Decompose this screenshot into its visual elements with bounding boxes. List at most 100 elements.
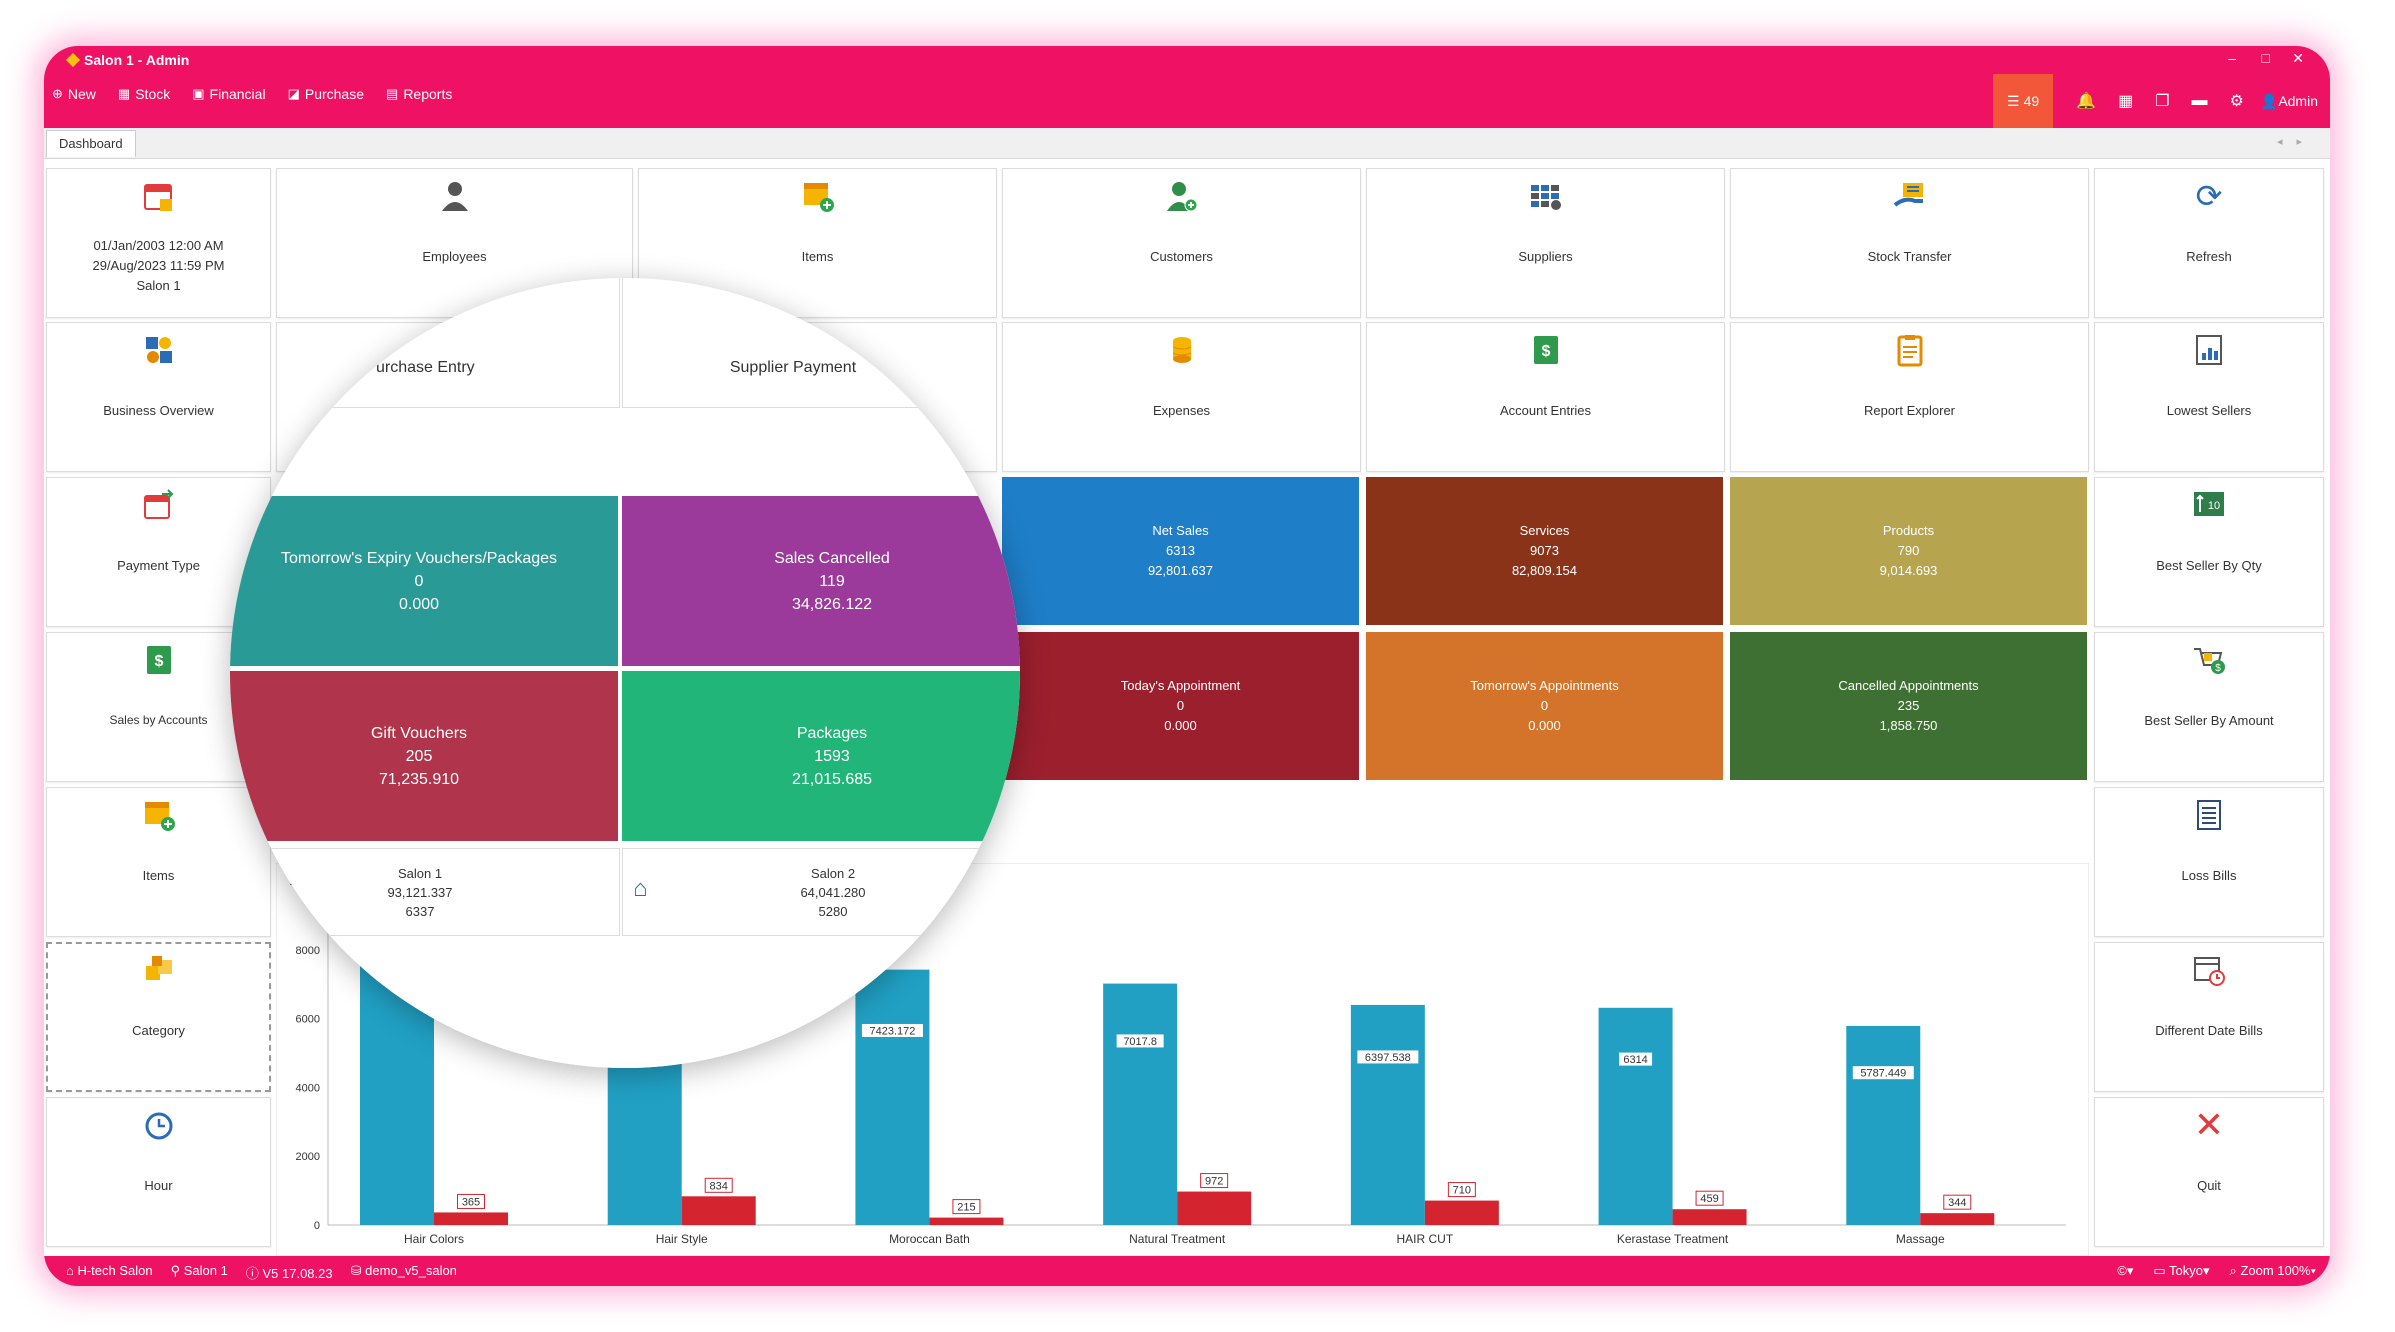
- packages-tile[interactable]: Packages 1593 21,015.685: [622, 671, 1020, 841]
- currency-selector[interactable]: ©▾: [2117, 1263, 2133, 1279]
- stat-label: Packages: [796, 724, 868, 742]
- net-sales-tile[interactable]: Net Sales 6313 92,801.637: [1002, 477, 1359, 625]
- status-version: ⓘ V5 17.08.23: [245, 1266, 333, 1281]
- account-entries-tile[interactable]: $ Account Entries: [1366, 322, 1725, 472]
- stat-count: 9073: [1530, 543, 1559, 558]
- lowest-sellers-tile[interactable]: Lowest Sellers: [2094, 322, 2324, 472]
- customers-tile[interactable]: Customers: [1002, 168, 1361, 318]
- stat-count: 0: [1540, 698, 1549, 713]
- different-date-bills-tile[interactable]: Different Date Bills: [2094, 942, 2324, 1092]
- top-right-toolbar: ☰ 49 🔔 ▦ ❐ ▬ ⚙ 👤Admin: [1993, 74, 2330, 128]
- services-tile[interactable]: Services 9073 82,809.154: [1366, 477, 1723, 625]
- loss-bills-tile[interactable]: Loss Bills: [2094, 787, 2324, 937]
- quit-tile[interactable]: ✕ Quit: [2094, 1097, 2324, 1247]
- calendar-icon: [142, 179, 176, 213]
- stat-label: Tomorrow's Appointments: [1470, 678, 1619, 693]
- minimize-button[interactable]: –: [2228, 50, 2236, 66]
- financial-icon: ▣: [192, 86, 205, 101]
- tomorrows-appointments-tile[interactable]: Tomorrow's Appointments 0 0.000: [1366, 632, 1723, 780]
- coins-icon: [1165, 333, 1199, 367]
- gift-vouchers-tile[interactable]: Gift Vouchers 205 71,235.910: [230, 671, 618, 841]
- zoom-supplier-payment-tile[interactable]: Supplier Payment: [622, 278, 1020, 408]
- sales-by-accounts-label: Sales by Accounts: [109, 713, 208, 727]
- menu-reports[interactable]: ▤ Reports: [386, 86, 453, 102]
- lowest-sellers-label: Lowest Sellers: [2166, 402, 2252, 418]
- magnifier-lens: Purchase Entry Supplier Payment Tomorrow…: [230, 278, 1020, 1068]
- chart-bar: [1177, 1191, 1252, 1225]
- notification-button[interactable]: ☰ 49: [1993, 74, 2054, 128]
- data-label: 365: [462, 1196, 480, 1208]
- expenses-label: Expenses: [1152, 402, 1211, 418]
- admin-user-button[interactable]: 👤Admin: [2260, 92, 2318, 109]
- data-label: 6314: [1623, 1054, 1647, 1066]
- sales-cancelled-tile[interactable]: Sales Cancelled 119 34,826.122: [622, 496, 1020, 666]
- x-tick-label: Kerastase Treatment: [1617, 1232, 1729, 1246]
- stat-amount: 92,801.637: [1147, 563, 1214, 578]
- chart-bar: [1672, 1209, 1747, 1225]
- chat-icon[interactable]: ▬: [2191, 92, 2208, 109]
- hour-tile[interactable]: Hour: [46, 1097, 271, 1247]
- status-branch[interactable]: ⚲ Salon 1: [170, 1263, 228, 1278]
- refresh-tile[interactable]: ⟳ Refresh: [2094, 168, 2324, 318]
- close-window-button[interactable]: ✕: [2292, 50, 2304, 66]
- stat-amount: 71,235.910: [378, 770, 460, 788]
- branch-salon1-tile[interactable]: Salon 1 93,121.337 6337: [230, 848, 620, 936]
- menu-new[interactable]: ⊕ New: [52, 86, 96, 102]
- cancelled-appointments-tile[interactable]: Cancelled Appointments 235 1,858.750: [1730, 632, 2087, 780]
- best-seller-amount-tile[interactable]: $ Best Seller By Amount: [2094, 632, 2324, 782]
- refresh-icon: ⟳: [2195, 178, 2223, 214]
- zoom-selector[interactable]: ⌕ Zoom 100%▾: [2229, 1263, 2316, 1278]
- todays-appointment-tile[interactable]: Today's Appointment 0 0.000: [1002, 632, 1359, 780]
- data-label-box: [704, 1177, 733, 1193]
- sort-number-icon: 10: [2192, 488, 2226, 522]
- branch-name: Salon 1: [397, 865, 443, 881]
- expiry-vouchers-tile[interactable]: Tomorrow's Expiry Vouchers/Packages 0 0.…: [230, 496, 618, 666]
- stat-count: 790: [1897, 543, 1920, 558]
- branch-salon2-tile[interactable]: ⌂ Salon 2 64,041.280 5280: [622, 848, 1020, 936]
- stat-count: 0: [414, 572, 424, 590]
- data-label-box: [1943, 1194, 1972, 1210]
- data-label: 834: [710, 1180, 728, 1192]
- stat-count: 119: [819, 572, 845, 590]
- data-label-box: [1695, 1190, 1724, 1206]
- gear-icon[interactable]: ⚙: [2229, 93, 2244, 110]
- x-tick-label: HAIR CUT: [1397, 1232, 1454, 1246]
- status-company[interactable]: ⌂ H-tech Salon: [66, 1263, 153, 1278]
- menu-stock[interactable]: ▦ Stock: [117, 86, 171, 102]
- timezone-selector[interactable]: ▭ Tokyo▾: [2153, 1263, 2210, 1278]
- menu-financial[interactable]: ▣ Financial: [192, 86, 266, 102]
- menu-purchase[interactable]: ◪ Purchase: [287, 86, 365, 102]
- reports-icon: ▤: [386, 86, 399, 101]
- best-seller-qty-tile[interactable]: 10 Best Seller By Qty: [2094, 477, 2324, 627]
- zoom-chart-area: [230, 938, 1020, 1068]
- chart-bar: [1598, 1007, 1673, 1225]
- zoom-purchase-entry-tile[interactable]: Purchase Entry: [230, 278, 620, 408]
- data-label-box: [1851, 1065, 1915, 1081]
- report-explorer-tile[interactable]: Report Explorer: [1730, 322, 2089, 472]
- currency-icon: ©▾: [2117, 1263, 2134, 1278]
- maximize-button[interactable]: □: [2261, 50, 2270, 66]
- copy-icon[interactable]: ❐: [2155, 93, 2170, 110]
- expenses-tile[interactable]: Expenses: [1002, 322, 1361, 472]
- suppliers-tile[interactable]: Suppliers: [1366, 168, 1725, 318]
- stock-transfer-tile[interactable]: Stock Transfer: [1730, 168, 2089, 318]
- add-item-icon: [142, 798, 176, 832]
- chart-bar: [681, 1196, 756, 1225]
- y-tick-label: 0: [314, 1220, 320, 1232]
- tab-dashboard[interactable]: Dashboard: [46, 130, 136, 157]
- zoom-supplier-payment-label: Supplier Payment: [729, 358, 857, 376]
- calendar-icon[interactable]: ▦: [2118, 93, 2134, 110]
- user-icon: 👤: [2260, 92, 2279, 109]
- stat-label: Gift Vouchers: [370, 724, 468, 742]
- stat-amount: 21,015.685: [791, 770, 873, 788]
- alert-icon[interactable]: 🔔: [2076, 93, 2097, 110]
- date-range-tile[interactable]: 01/Jan/2003 12:00 AM 29/Aug/2023 11:59 P…: [46, 168, 271, 318]
- products-tile[interactable]: Products 790 9,014.693: [1730, 477, 2087, 625]
- chart-bar: [1424, 1200, 1499, 1225]
- add-customer-icon: [1165, 179, 1199, 213]
- clock-icon: [142, 1108, 176, 1142]
- app-logo-icon: [65, 52, 81, 68]
- cart-dollar-icon: $: [2192, 643, 2226, 677]
- tab-scroll-arrows[interactable]: ◂▸: [2276, 136, 2316, 148]
- data-label-box: [1115, 1033, 1165, 1049]
